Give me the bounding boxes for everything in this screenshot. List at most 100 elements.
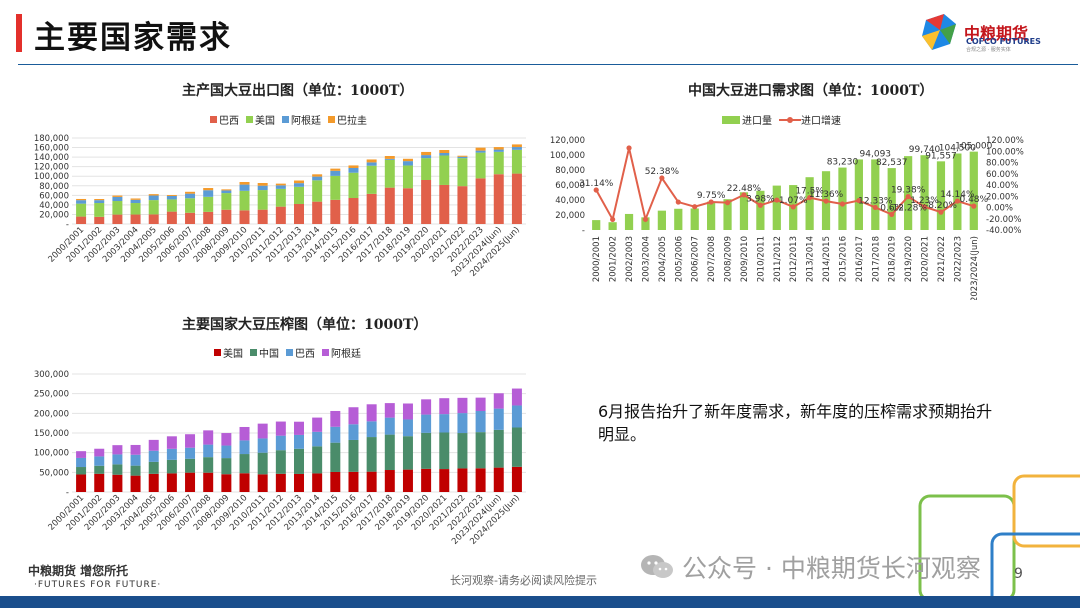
x-tick-label: 2009/2010 <box>740 236 750 282</box>
x-tick-label: 2021/2022 <box>937 236 947 282</box>
y-tick-label: 300,000 <box>34 370 69 380</box>
bar-segment <box>130 214 141 224</box>
bar-segment <box>493 408 504 430</box>
bar-segment <box>221 474 232 492</box>
bar-segment <box>475 178 486 224</box>
bar-import-volume <box>739 192 749 230</box>
bar-segment <box>275 421 286 436</box>
data-label: 9.75% <box>697 191 726 201</box>
bar-segment <box>457 397 468 414</box>
bar-import-volume <box>936 161 946 230</box>
bar-segment <box>439 153 450 156</box>
bar-segment <box>312 446 323 474</box>
bar-segment <box>457 433 468 469</box>
x-tick-label: 2018/2019 <box>888 236 898 282</box>
legend-item-china: 中国 <box>250 345 279 360</box>
bar-import-volume <box>772 185 781 230</box>
bar-segment <box>166 211 177 224</box>
bar-segment <box>239 182 250 185</box>
legend-item-import-volume: 进口量 <box>722 112 772 127</box>
bar-segment <box>221 209 232 224</box>
bar-segment <box>166 473 177 492</box>
logo-tagline: 合规之源 · 服务实体 <box>966 47 1011 53</box>
bar-segment <box>148 195 159 201</box>
title-accent-bar <box>16 14 22 52</box>
data-label: 3.98% <box>746 194 775 204</box>
y-tick-label: 60,000 <box>39 191 69 201</box>
chart-exports: -20,00040,00060,00080,000100,000120,0001… <box>34 134 526 279</box>
wechat-icon <box>641 555 673 578</box>
chart-china-imports: - 20,000 40,000 60,000 80,000 100,000 120,000 -… <box>550 136 1024 300</box>
point-import-growth <box>642 216 649 222</box>
bar-segment <box>475 150 486 153</box>
legend-item-argentina: 阿根廷 <box>282 112 321 127</box>
bar-segment <box>221 433 232 446</box>
x-tick-label: 2005/2006 <box>674 236 684 282</box>
y-tick-label: - <box>66 488 69 498</box>
bar-segment <box>185 447 196 459</box>
point-import-growth <box>954 198 960 204</box>
bar-import-volume <box>690 208 699 230</box>
bar-segment <box>384 403 395 418</box>
bar-segment <box>76 200 87 204</box>
bar-segment <box>76 467 87 475</box>
data-label: 0.48% <box>959 195 988 205</box>
title-divider <box>18 64 1078 65</box>
chart-title-crush: 主要国家大豆压榨图（单位：1000T） <box>182 317 428 333</box>
bar-segment <box>221 193 232 210</box>
corner-decoration <box>918 474 1080 600</box>
bar-segment <box>166 199 177 212</box>
bar-segment <box>421 158 432 180</box>
y-tick-label-right: 100.00% <box>986 147 1024 157</box>
bar-segment <box>475 468 486 492</box>
bar-segment <box>185 472 196 492</box>
bar-segment <box>257 452 268 475</box>
y-tick-label: 120,000 <box>34 163 69 173</box>
bar-segment <box>148 200 159 215</box>
bar-import-volume <box>969 151 978 230</box>
bar-segment <box>203 188 214 191</box>
bar-segment <box>185 198 196 213</box>
data-label: 0.6% <box>880 203 903 213</box>
legend-item-import-growth: 进口增速 <box>779 112 841 127</box>
bar-segment <box>493 149 504 152</box>
bar-segment <box>312 201 323 224</box>
bar-segment <box>166 195 177 200</box>
data-label: 104,500 <box>939 144 976 154</box>
bar-segment <box>257 183 268 186</box>
x-tick-label: 2019/2020 <box>904 236 914 282</box>
bar-segment <box>402 403 413 420</box>
bar-segment <box>76 216 87 224</box>
bar-segment <box>76 474 87 492</box>
footer-slogan: ·FUTURES FOR FUTURE· <box>34 580 162 590</box>
bar-segment <box>366 437 377 472</box>
bar-segment <box>348 424 359 440</box>
bar-segment <box>457 186 468 224</box>
bar-segment <box>439 149 450 154</box>
bar-segment <box>312 176 323 181</box>
bar-import-volume <box>723 199 732 230</box>
bar-segment <box>239 454 250 474</box>
bar-segment <box>94 199 105 201</box>
bar-segment <box>348 439 359 472</box>
data-label: -8.20% <box>925 201 957 211</box>
y-tick-label: 200,000 <box>34 409 69 419</box>
bar-segment <box>421 468 432 492</box>
bar-segment <box>384 159 395 188</box>
bar-segment <box>239 440 250 455</box>
bar-segment <box>421 151 432 156</box>
bar-segment <box>511 147 522 150</box>
x-tick-label: 2007/2008 <box>707 236 717 282</box>
bar-segment <box>384 434 395 471</box>
data-label: 91,557 <box>925 151 957 161</box>
x-tick-label: 2001/2002 <box>609 236 619 282</box>
chart-title-exports: 主产国大豆出口图（单位：1000T） <box>182 83 414 99</box>
x-tick-label: 2017/2018 <box>871 236 881 282</box>
bar-segment <box>148 439 159 451</box>
data-label: 31.14% <box>579 179 614 189</box>
data-label: 17.5% <box>795 187 824 197</box>
point-import-growth <box>905 193 911 200</box>
bar-segment <box>275 188 286 207</box>
title-bar: 主要国家需求 <box>0 0 1080 64</box>
bar-segment <box>475 152 486 179</box>
